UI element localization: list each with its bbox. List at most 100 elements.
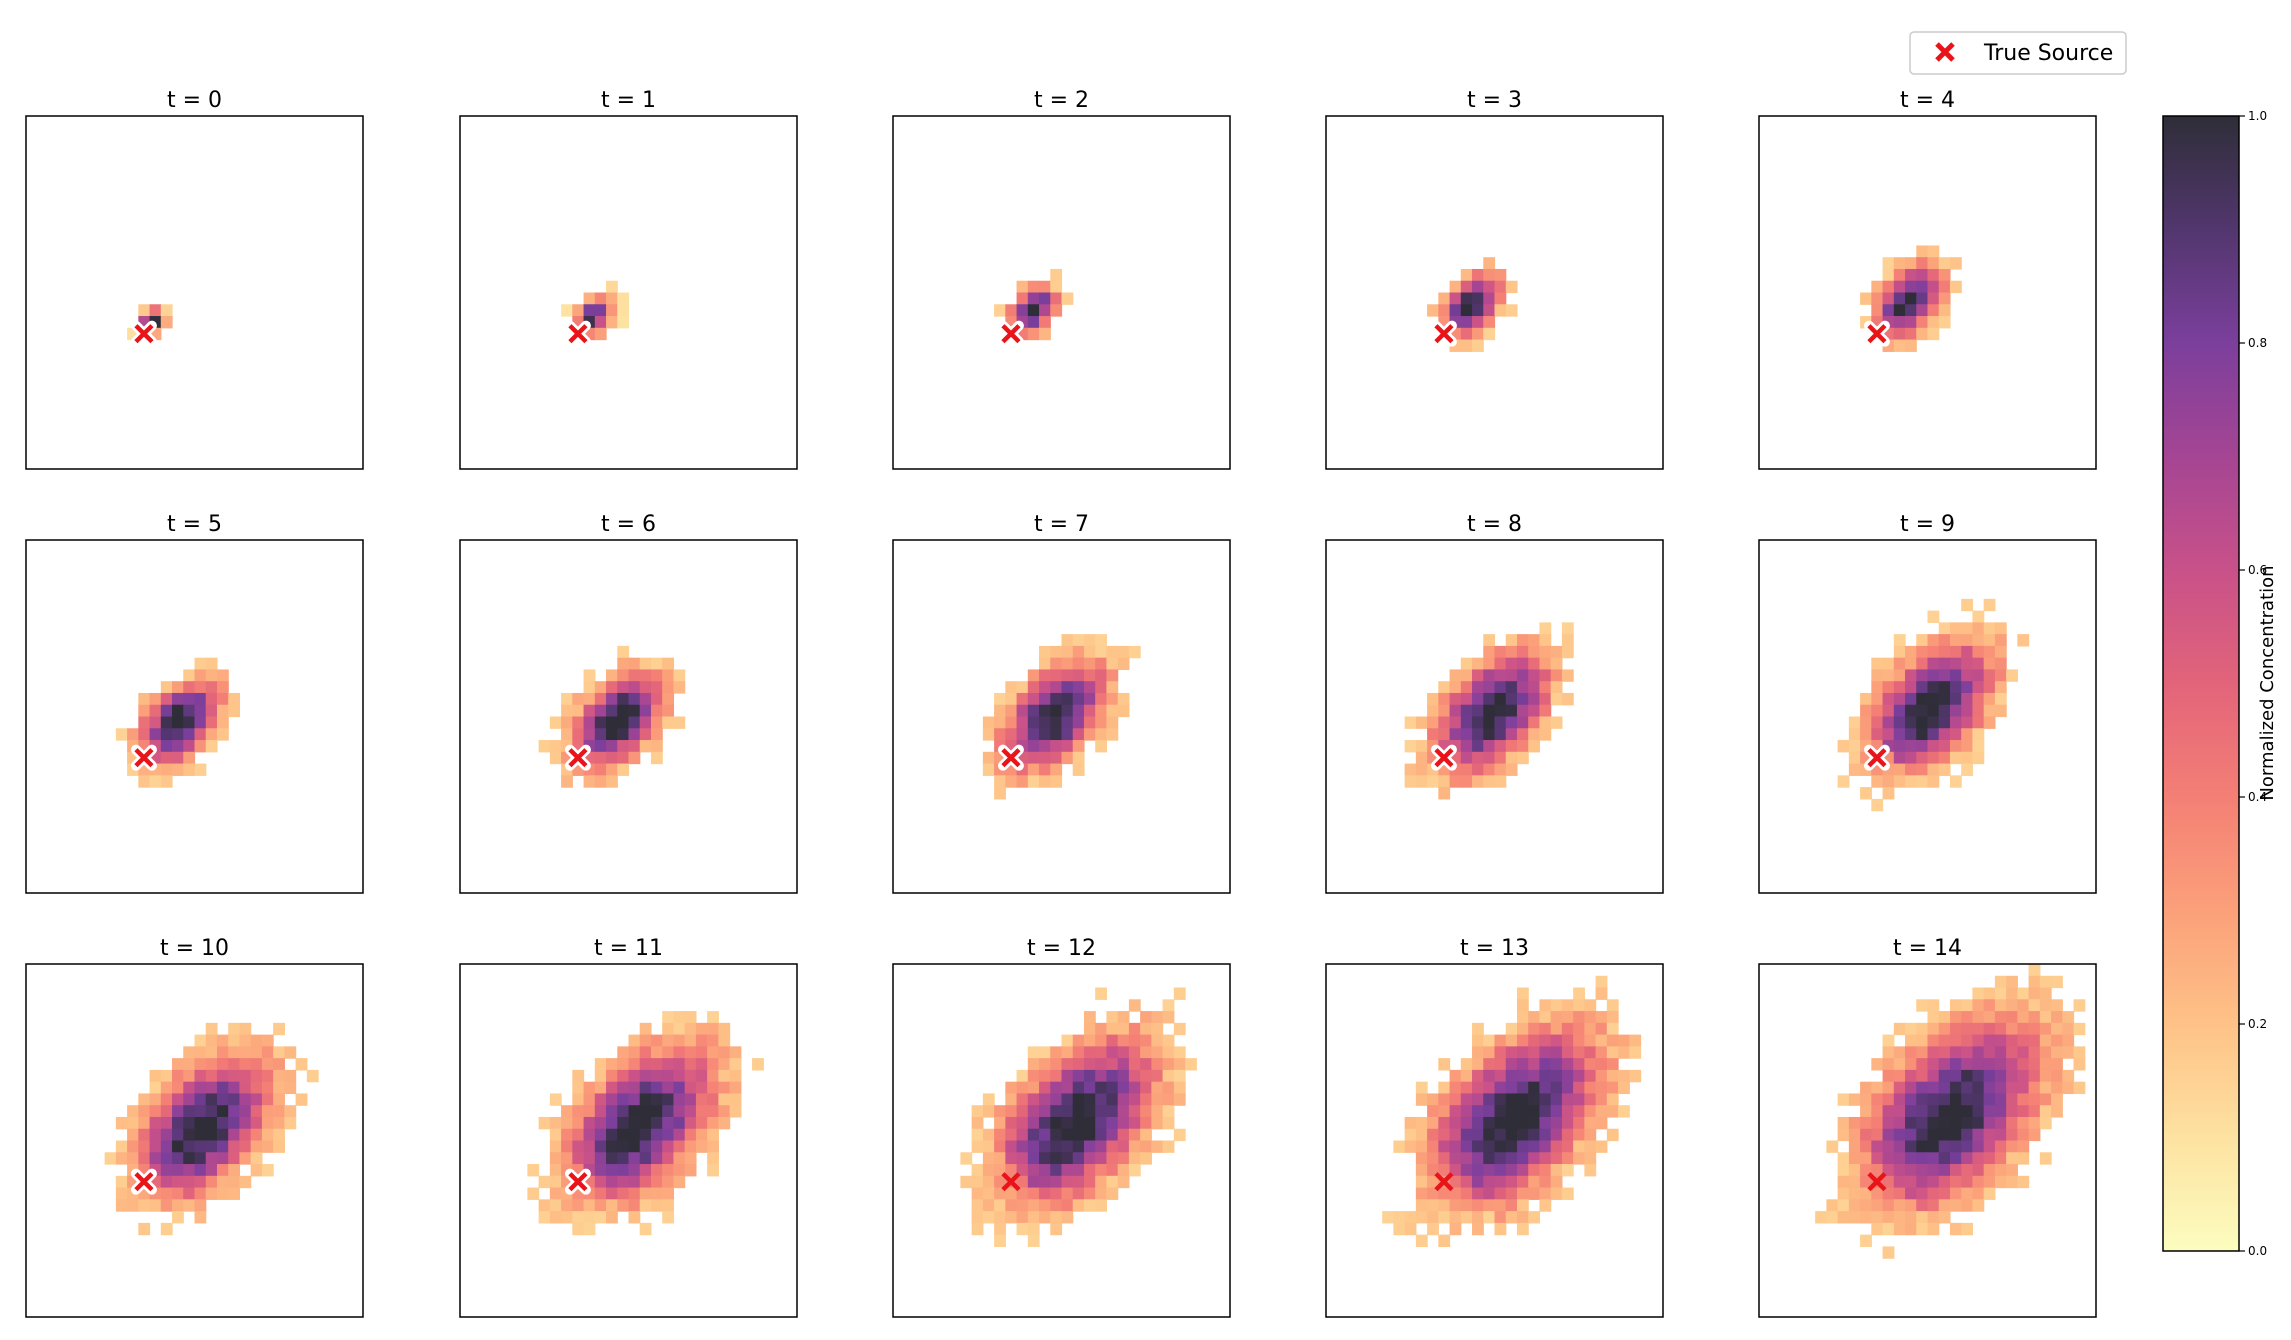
heatmap-cell [138, 763, 151, 776]
heatmap-cell [1483, 1187, 1496, 1200]
panel-frame [892, 539, 1231, 894]
heatmap-cell [594, 1199, 607, 1212]
heatmap-cell [1871, 1140, 1884, 1153]
heatmap-cell [1927, 1058, 1940, 1071]
heatmap-cell [1860, 1105, 1872, 1118]
heatmap-cell [1061, 1140, 1074, 1153]
heatmap-cell [1972, 1093, 1985, 1106]
heatmap-cell [1083, 645, 1096, 659]
heatmap-cell [1905, 704, 1917, 718]
heatmap-cell [1573, 1128, 1585, 1142]
heatmap-cell [994, 1199, 1006, 1212]
heatmap-cell [594, 316, 607, 329]
heatmap-cell [606, 669, 618, 682]
heatmap-cell [1162, 1093, 1175, 1106]
heatmap-cell [273, 1093, 285, 1106]
heatmap-cell [1916, 1069, 1929, 1083]
heatmap-cell [1039, 681, 1051, 694]
panel-frame [25, 539, 364, 894]
heatmap-cell [1573, 999, 1585, 1012]
heatmap-cell [695, 1058, 708, 1071]
heatmap-cell [183, 1175, 196, 1189]
heatmap-cell [1539, 1093, 1552, 1106]
panel-frame [459, 539, 798, 894]
heatmap-cell [261, 1105, 274, 1118]
heatmap-cell [1039, 1128, 1051, 1142]
true-source-marker [1434, 1172, 1454, 1192]
heatmap-cell [1606, 1105, 1619, 1118]
heatmap-cell [1095, 1128, 1108, 1142]
heatmap-cell [1584, 1022, 1597, 1036]
heatmap-cell [1983, 657, 1996, 671]
heatmap-cell [707, 1093, 719, 1106]
heatmap-cell [982, 1152, 995, 1165]
heatmap-cell [1882, 681, 1895, 694]
heatmap-cell [1584, 1011, 1597, 1024]
heatmap-cell [1449, 1093, 1462, 1106]
heatmap-cell [1427, 1128, 1439, 1142]
heatmap-cell [1539, 622, 1552, 635]
panel-title: t = 1 [601, 88, 656, 113]
heatmap-cell [1027, 1058, 1040, 1071]
heatmap-cell [617, 1128, 630, 1142]
heatmap-cell [1061, 740, 1074, 753]
heatmap-cell [1905, 645, 1917, 659]
heatmap-cell [1427, 1187, 1439, 1200]
heatmap-cell [1871, 316, 1884, 329]
heatmap-cell [1505, 1128, 1518, 1142]
heatmap-cell [1938, 1069, 1951, 1083]
panel-title: t = 9 [1900, 512, 1955, 537]
heatmap-cell [1905, 1046, 1917, 1059]
heatmap-cell [216, 1058, 229, 1071]
heatmap-cell [1983, 634, 1996, 647]
heatmap-cell [1494, 1081, 1507, 1095]
heatmap-cell [194, 1211, 207, 1224]
heatmap-cell [1427, 1222, 1439, 1236]
heatmap-cell [273, 1022, 285, 1036]
heatmap-cell [662, 1187, 675, 1200]
heatmap-cell [1472, 657, 1484, 671]
heatmap-cell [1916, 645, 1929, 659]
heatmap-cell [1882, 1058, 1895, 1071]
heatmap-cell [1404, 763, 1417, 776]
heatmap-cell [1528, 740, 1541, 753]
heatmap-cell [1427, 692, 1439, 706]
heatmap-cell [127, 1152, 139, 1165]
heatmap-cell [149, 1128, 162, 1142]
heatmap-cell [1949, 1034, 1962, 1047]
heatmap-cell [1584, 1128, 1597, 1142]
heatmap-cell [1083, 1105, 1096, 1118]
heatmap-cell [971, 1128, 984, 1142]
heatmap-cell [1938, 1187, 1951, 1200]
heatmap-cell [1882, 257, 1895, 270]
heatmap-cell [1949, 1140, 1962, 1153]
heatmap-cell [1882, 751, 1895, 765]
heatmap-cell [1027, 1211, 1040, 1224]
heatmap-cell [1449, 1116, 1462, 1130]
heatmap-cell [1905, 1116, 1917, 1130]
heatmap-cell [1016, 704, 1029, 718]
heatmap-cell [2006, 1116, 2018, 1130]
heatmap-cell [2073, 1046, 2086, 1059]
heatmap-cell [1994, 1046, 2007, 1059]
heatmap-cell [1016, 1211, 1029, 1224]
heatmap-cell [149, 1093, 162, 1106]
heatmap-cell [1061, 1046, 1074, 1059]
heatmap-cell [1539, 999, 1552, 1012]
heatmap-cell [1027, 1046, 1040, 1059]
heatmap-cell [1106, 645, 1119, 659]
heatmap-cell [1472, 280, 1484, 294]
heatmap-cell [673, 1081, 686, 1095]
heatmap-cell [1039, 1164, 1051, 1177]
heatmap-cell [194, 704, 207, 718]
heatmap-cell [1050, 740, 1063, 753]
heatmap-cell [1994, 999, 2007, 1012]
heatmap-cell [1472, 1081, 1484, 1095]
heatmap-cell [1472, 775, 1484, 788]
heatmap-cell [1972, 1187, 1985, 1200]
heatmap-cell [1550, 1058, 1563, 1071]
heatmap-cell [127, 1199, 139, 1212]
heatmap-cell [1505, 634, 1518, 647]
heatmap-cell [1516, 728, 1529, 741]
heatmap-cell [1472, 669, 1484, 682]
